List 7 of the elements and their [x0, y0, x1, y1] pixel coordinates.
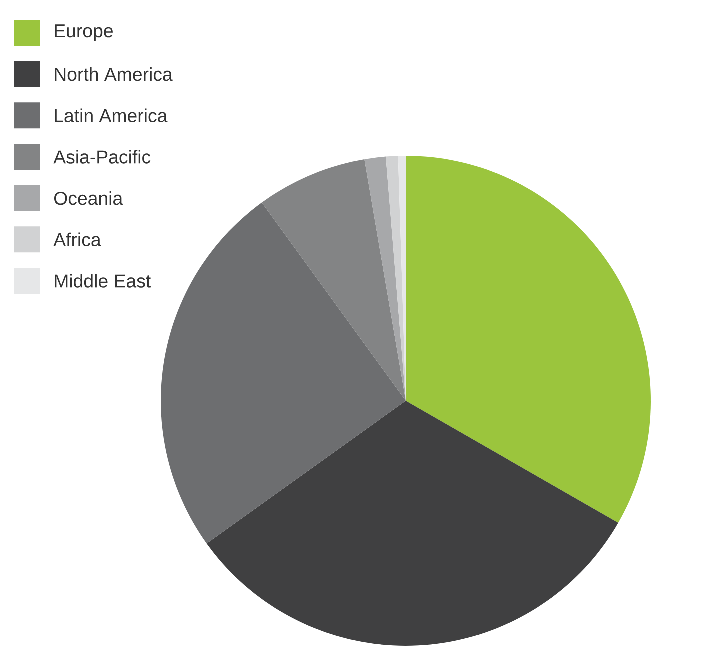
legend-label: Asia-Pacific	[54, 150, 151, 164]
legend-label: Africa	[54, 232, 102, 247]
legend-label: Oceania	[54, 191, 124, 206]
legend-label: Latin America	[55, 108, 168, 123]
legend-label: Europe	[55, 24, 113, 42]
legend-label: North America	[55, 67, 173, 82]
legend-label: Middle East	[55, 274, 151, 288]
